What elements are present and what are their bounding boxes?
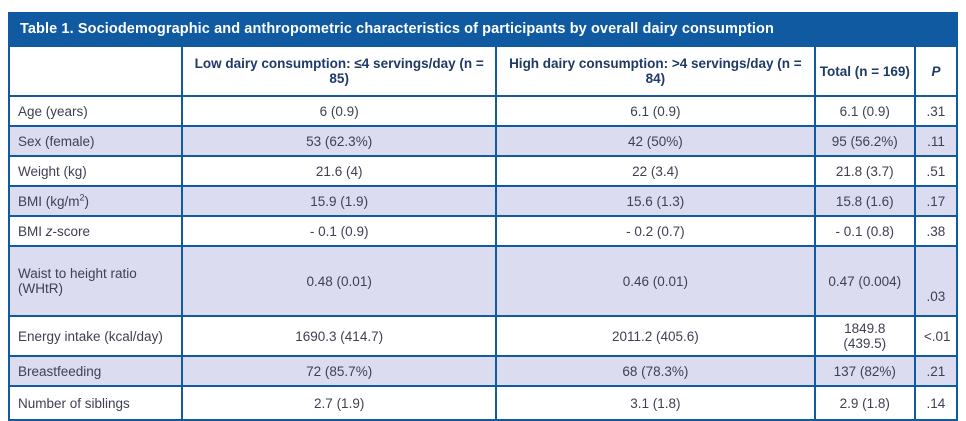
column-header-p: P [913, 45, 959, 97]
high-dairy-value-cell: - 0.2 (0.7) [495, 215, 816, 247]
row-label-cell: Waist to height ratio (WHtR) [7, 245, 184, 317]
low-dairy-value-cell: 72 (85.7%) [181, 355, 498, 387]
total-value-cell: 6.1 (0.9) [813, 95, 916, 127]
high-dairy-value-cell: 15.6 (1.3) [495, 185, 816, 217]
table-body: Age (years) 6 (0.9) 6.1 (0.9) 6.1 (0.9) .31 S… [7, 95, 959, 421]
table-row: BMI z-score - 0.1 (0.9) - 0.2 (0.7) - 0.1 (… [7, 215, 959, 247]
column-header-high-dairy: High dairy consumption: >4 servings/day … [495, 45, 816, 97]
table-row: BMI (kg/m2) 15.9 (1.9) 15.6 (1.3) 15.8 (1.6… [7, 185, 959, 217]
column-header-total: Total (n = 169) [813, 45, 916, 97]
low-dairy-value-cell: 21.6 (4) [181, 155, 498, 187]
p-value-cell: .17 [913, 185, 959, 217]
total-value-cell: 21.8 (3.7) [813, 155, 916, 187]
table-row: Weight (kg) 21.6 (4) 22 (3.4) 21.8 (3.7) .51 [7, 155, 959, 187]
high-dairy-value-cell: 3.1 (1.8) [495, 385, 816, 421]
p-value-cell: .03 [913, 245, 959, 317]
row-label-cell: Energy intake (kcal/day) [7, 315, 184, 357]
row-label-cell: Number of siblings [7, 385, 184, 421]
total-value-cell: 15.8 (1.6) [813, 185, 916, 217]
high-dairy-value-cell: 6.1 (0.9) [495, 95, 816, 127]
p-value-cell: .38 [913, 215, 959, 247]
row-label-cell: Sex (female) [7, 125, 184, 157]
p-value-cell: <.01 [913, 315, 959, 357]
column-header-low-dairy: Low dairy consumption: ≤4 servings/day (… [181, 45, 498, 97]
p-value-cell: .11 [913, 125, 959, 157]
table-row: Breastfeeding 72 (85.7%) 68 (78.3%) 137 (82… [7, 355, 959, 387]
total-value-cell: 0.47 (0.004) [813, 245, 916, 317]
high-dairy-value-cell: 2011.2 (405.6) [495, 315, 816, 357]
row-label-cell: BMI z-score [7, 215, 184, 247]
high-dairy-value-cell: 68 (78.3%) [495, 355, 816, 387]
p-value-cell: .14 [913, 385, 959, 421]
table-row: Number of siblings 2.7 (1.9) 3.1 (1.8) 2.9 … [7, 385, 959, 421]
low-dairy-value-cell: - 0.1 (0.9) [181, 215, 498, 247]
high-dairy-value-cell: 22 (3.4) [495, 155, 816, 187]
characteristics-table: Low dairy consumption: ≤4 servings/day (… [7, 45, 959, 421]
p-value-cell: .21 [913, 355, 959, 387]
table-row: Sex (female) 53 (62.3%) 42 (50%) 95 (56.2%)… [7, 125, 959, 157]
table-row: Age (years) 6 (0.9) 6.1 (0.9) 6.1 (0.9) .31 [7, 95, 959, 127]
total-value-cell: 95 (56.2%) [813, 125, 916, 157]
table-row: Waist to height ratio (WHtR) 0.48 (0.01) 0… [7, 245, 959, 317]
p-value-cell: .31 [913, 95, 959, 127]
high-dairy-value-cell: 0.46 (0.01) [495, 245, 816, 317]
low-dairy-value-cell: 6 (0.9) [181, 95, 498, 127]
header-row: Low dairy consumption: ≤4 servings/day (… [7, 45, 959, 97]
table-container: Table 1. Sociodemographic and anthropome… [7, 12, 959, 421]
high-dairy-value-cell: 42 (50%) [495, 125, 816, 157]
p-value-cell: .51 [913, 155, 959, 187]
total-value-cell: - 0.1 (0.8) [813, 215, 916, 247]
table-title-bar: Table 1. Sociodemographic and anthropome… [8, 12, 958, 45]
row-label-cell: Age (years) [7, 95, 184, 127]
row-label-cell: Breastfeeding [7, 355, 184, 387]
low-dairy-value-cell: 15.9 (1.9) [181, 185, 498, 217]
column-header-rowlabel [7, 45, 184, 97]
low-dairy-value-cell: 53 (62.3%) [181, 125, 498, 157]
row-label-cell: Weight (kg) [7, 155, 184, 187]
total-value-cell: 2.9 (1.8) [813, 385, 916, 421]
low-dairy-value-cell: 1690.3 (414.7) [181, 315, 498, 357]
table-title: Table 1. Sociodemographic and anthropome… [20, 21, 774, 37]
total-value-cell: 137 (82%) [813, 355, 916, 387]
low-dairy-value-cell: 0.48 (0.01) [181, 245, 498, 317]
total-value-cell: 1849.8 (439.5) [813, 315, 916, 357]
row-label-cell: BMI (kg/m2) [7, 185, 184, 217]
table-row: Energy intake (kcal/day) 1690.3 (414.7) 20… [7, 315, 959, 357]
low-dairy-value-cell: 2.7 (1.9) [181, 385, 498, 421]
